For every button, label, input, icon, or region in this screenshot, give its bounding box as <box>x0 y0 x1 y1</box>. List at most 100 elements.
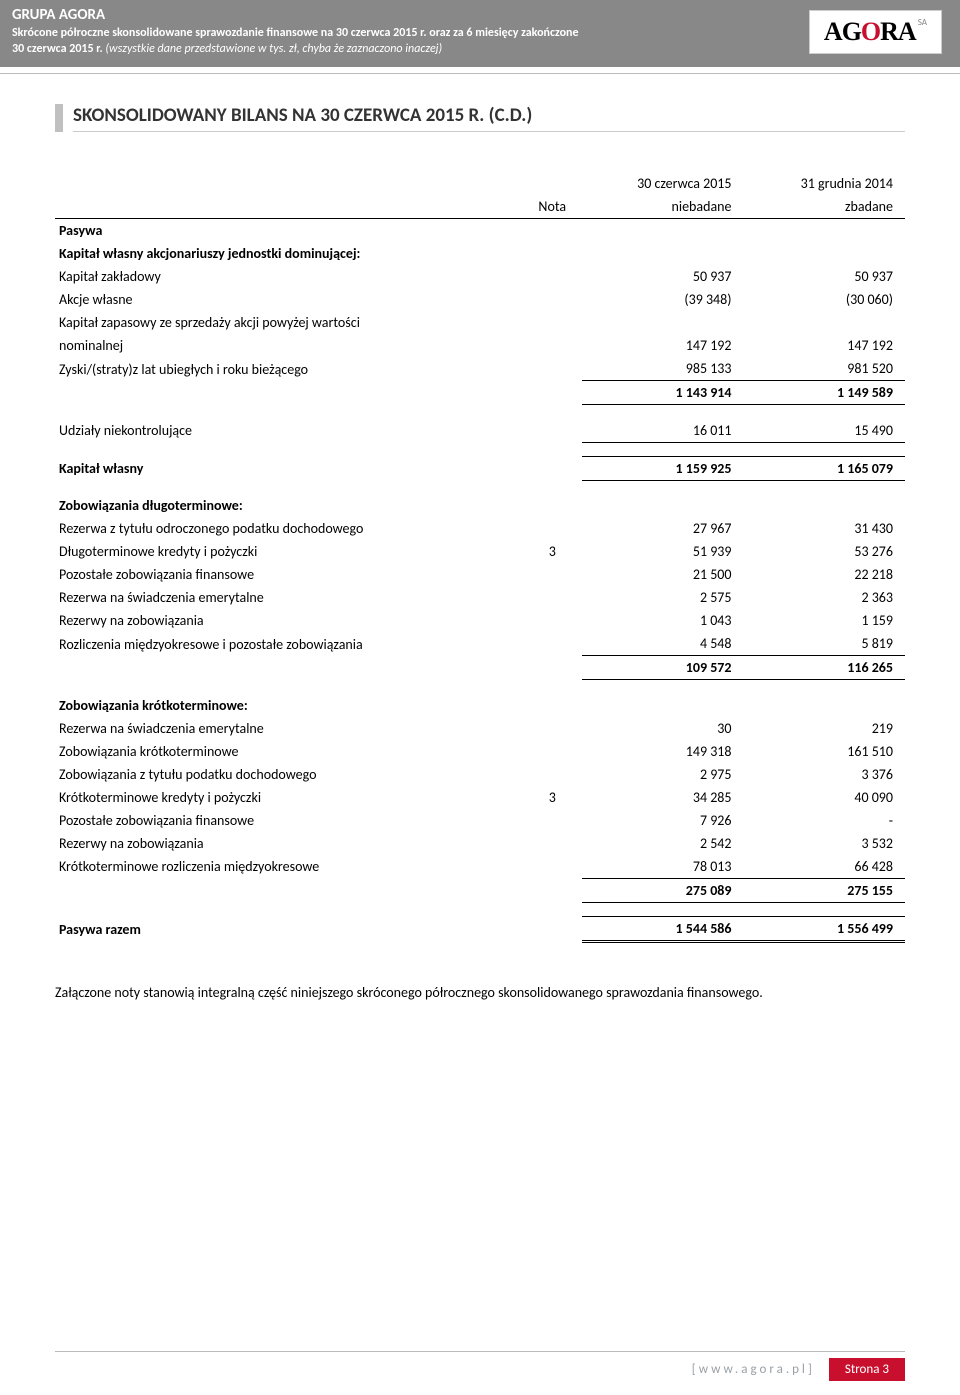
val: 5 819 <box>744 632 906 656</box>
val: 161 510 <box>744 740 906 763</box>
label: Zyski/(straty)z lat ubiegłych i roku bie… <box>55 357 523 381</box>
val: 3 376 <box>744 763 906 786</box>
val: 116 265 <box>744 656 906 680</box>
table-row: Zobowiązania krótkoterminowe 149 318161 5… <box>55 740 905 763</box>
val: 149 318 <box>582 740 744 763</box>
table-row: Pozostałe zobowiązania finansowe 7 926- <box>55 809 905 832</box>
label: Krótkoterminowe rozliczenia międzyokreso… <box>55 855 523 879</box>
label: Długoterminowe kredyty i pożyczki <box>55 540 523 563</box>
val: 7 926 <box>582 809 744 832</box>
table-row: Zobowiązania z tytułu podatku dochodoweg… <box>55 763 905 786</box>
table-row: Krótkoterminowe kredyty i pożyczki334 28… <box>55 786 905 809</box>
label: Akcje własne <box>55 288 523 311</box>
logo-part3: RA <box>880 17 916 46</box>
val: 50 937 <box>582 265 744 288</box>
spacer <box>55 442 905 456</box>
val: 22 218 <box>744 563 906 586</box>
label: Zobowiązania długoterminowe: <box>55 494 523 517</box>
footer-page: Strona 3 <box>829 1358 905 1381</box>
val: 2 363 <box>744 586 906 609</box>
val: 34 285 <box>582 786 744 809</box>
val: 985 133 <box>582 357 744 381</box>
header-line2b: (wszystkie dane przedstawione w tys. zł,… <box>105 42 442 56</box>
val: 147 192 <box>582 334 744 357</box>
table-row: 1 143 9141 149 589 <box>55 381 905 405</box>
val: 53 276 <box>744 540 906 563</box>
header-line1: Skrócone półroczne skonsolidowane sprawo… <box>12 26 948 42</box>
table-row: Pozostałe zobowiązania finansowe 21 50022… <box>55 563 905 586</box>
val: 31 430 <box>744 517 906 540</box>
val: 981 520 <box>744 357 906 381</box>
label: Krótkoterminowe kredyty i pożyczki <box>55 786 523 809</box>
val: 109 572 <box>582 656 744 680</box>
table-row: Rezerwy na zobowiązania1 0431 159 <box>55 609 905 632</box>
val: 21 500 <box>582 563 744 586</box>
label: Pozostałe zobowiązania finansowe <box>55 809 523 832</box>
table-row: Rezerwy na zobowiązania 2 5423 532 <box>55 832 905 855</box>
table-row: Rezerwa z tytułu odroczonego podatku doc… <box>55 517 905 540</box>
val: - <box>744 809 906 832</box>
table-row: Krótkoterminowe rozliczenia międzyokreso… <box>55 855 905 879</box>
val: 2 542 <box>582 832 744 855</box>
label: Zobowiązania krótkoterminowe <box>55 740 523 763</box>
val: 16 011 <box>582 419 744 443</box>
nota: 3 <box>523 540 583 563</box>
val: 275 155 <box>744 878 906 902</box>
footer-url: [www.agora.pl] <box>692 1362 815 1377</box>
val: 27 967 <box>582 517 744 540</box>
table-row: Zyski/(straty)z lat ubiegłych i roku bie… <box>55 357 905 381</box>
val: 2 975 <box>582 763 744 786</box>
val: 1 165 079 <box>744 456 906 480</box>
val: 15 490 <box>744 419 906 443</box>
val: 1 544 586 <box>582 916 744 941</box>
header-bar: GRUPA AGORA Skrócone półroczne skonsolid… <box>0 0 960 67</box>
table-header-sub: Nota niebadane zbadane <box>55 195 905 219</box>
table-row: Długoterminowe kredyty i pożyczki351 939… <box>55 540 905 563</box>
table-row: Kapitał własny 1 159 9251 165 079 <box>55 456 905 480</box>
label: Pozostałe zobowiązania finansowe <box>55 563 523 586</box>
spacer <box>55 902 905 916</box>
table-row: nominalnej147 192147 192 <box>55 334 905 357</box>
label: Kapitał własny <box>55 456 523 480</box>
col1-top: 30 czerwca 2015 <box>582 172 744 195</box>
table-row: Pasywa <box>55 219 905 243</box>
footer: [www.agora.pl] Strona 3 <box>0 1351 960 1381</box>
table-row: Rozliczenia międzyokresowe i pozostałe z… <box>55 632 905 656</box>
val: 1 556 499 <box>744 916 906 941</box>
val: (30 060) <box>744 288 906 311</box>
header-group: GRUPA AGORA <box>12 6 948 24</box>
label: Zobowiązania krótkoterminowe: <box>55 694 523 717</box>
table-row: 275 089275 155 <box>55 878 905 902</box>
val: 66 428 <box>744 855 906 879</box>
label: Rezerwy na zobowiązania <box>55 832 523 855</box>
label: Rozliczenia międzyokresowe i pozostałe z… <box>55 632 523 656</box>
header-line2: 30 czerwca 2015 r. (wszystkie dane przed… <box>12 42 948 58</box>
table-row: Rezerwa na świadczenia emerytalne2 5752 … <box>55 586 905 609</box>
val: 1 159 925 <box>582 456 744 480</box>
label: Rezerwa na świadczenia emerytalne <box>55 586 523 609</box>
table-row: Akcje własne(39 348)(30 060) <box>55 288 905 311</box>
table-row: 109 572116 265 <box>55 656 905 680</box>
table-row: Kapitał zapasowy ze sprzedaży akcji powy… <box>55 311 905 334</box>
logo-part1: AG <box>824 17 861 46</box>
label: Kapitał zakładowy <box>55 265 523 288</box>
val: 1 159 <box>744 609 906 632</box>
label: Pasywa razem <box>55 916 523 941</box>
val: 1 149 589 <box>744 381 906 405</box>
table-row: Pasywa razem 1 544 5861 556 499 <box>55 916 905 941</box>
val: 50 937 <box>744 265 906 288</box>
table-row: Zobowiązania krótkoterminowe: <box>55 694 905 717</box>
table-row: Zobowiązania długoterminowe: <box>55 494 905 517</box>
table-row: Kapitał własny akcjonariuszy jednostki d… <box>55 242 905 265</box>
val: 78 013 <box>582 855 744 879</box>
label: Udziały niekontrolujące <box>55 419 523 443</box>
val: 1 043 <box>582 609 744 632</box>
logo-text: AGORA <box>824 17 916 46</box>
val: 4 548 <box>582 632 744 656</box>
col1-sub: niebadane <box>582 195 744 219</box>
col2-sub: zbadane <box>744 195 906 219</box>
label: Kapitał własny akcjonariuszy jednostki d… <box>55 242 523 265</box>
val: 51 939 <box>582 540 744 563</box>
table-row: Rezerwa na świadczenia emerytalne30219 <box>55 717 905 740</box>
val: 3 532 <box>744 832 906 855</box>
